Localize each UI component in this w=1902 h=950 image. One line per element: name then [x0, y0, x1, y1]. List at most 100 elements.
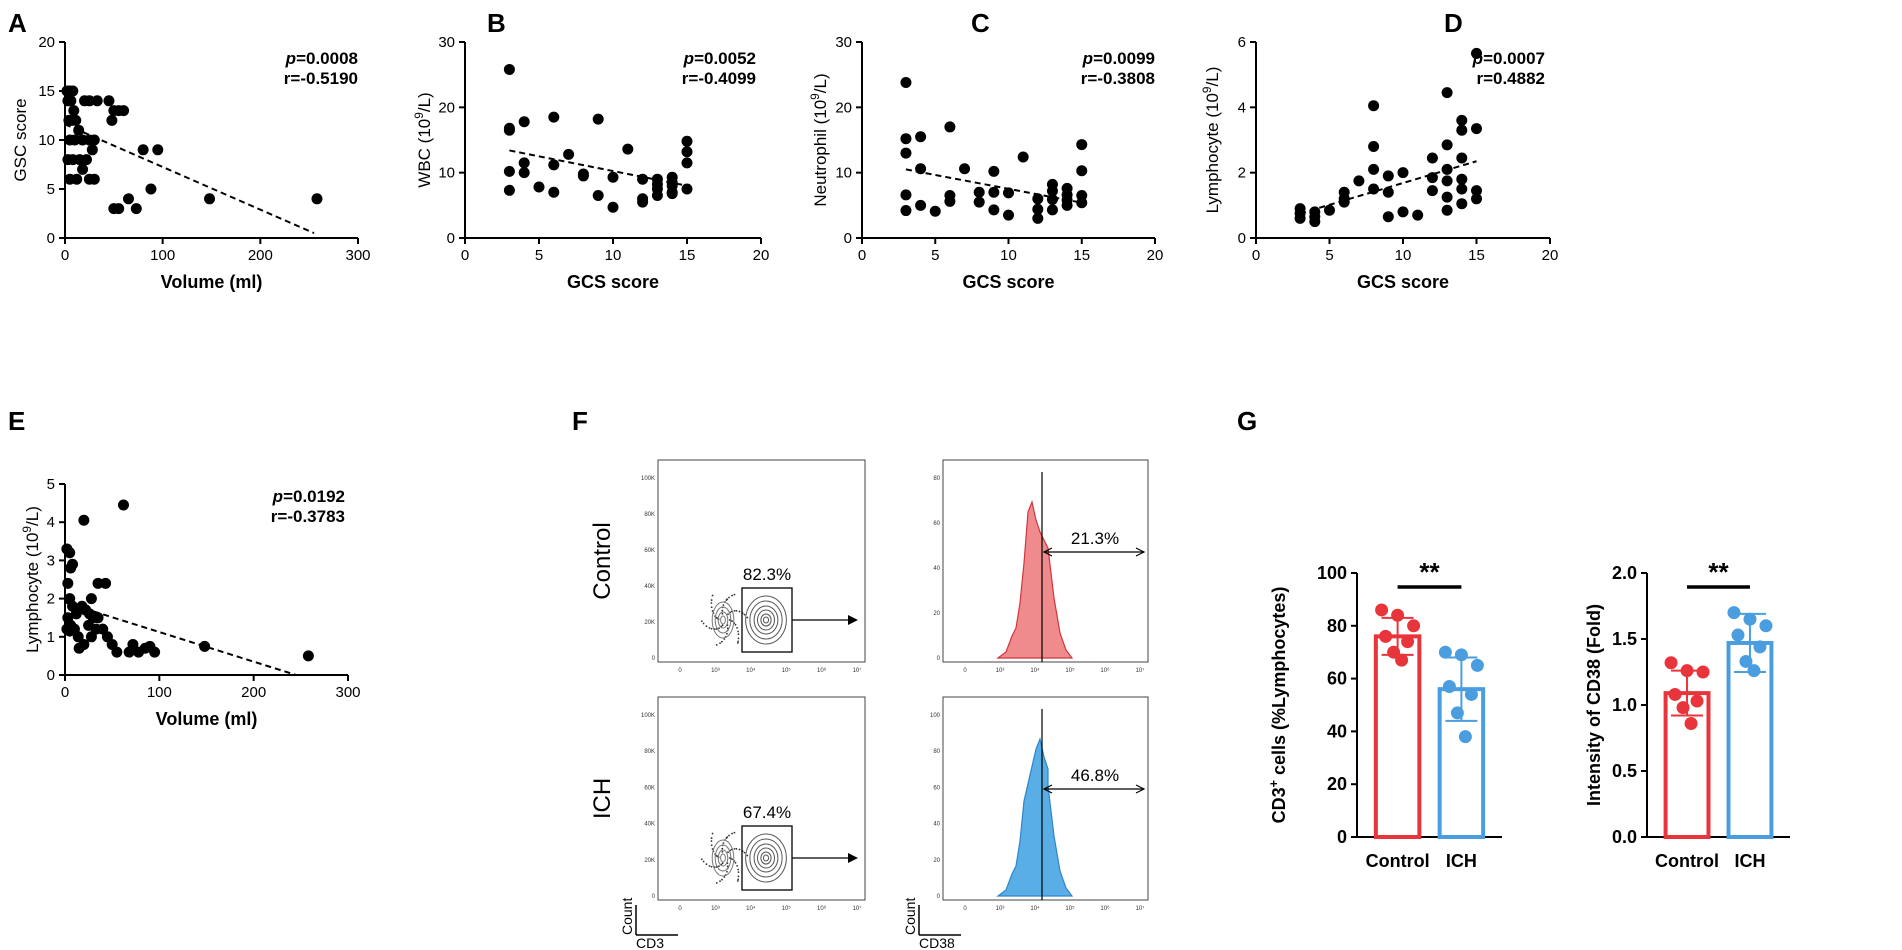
- data-point: [67, 558, 79, 570]
- data-point: [130, 203, 142, 215]
- event-dot: [733, 847, 736, 850]
- contour-y-tick: 100K: [641, 476, 655, 482]
- contour-ring: [757, 847, 775, 869]
- data-point: [1294, 212, 1306, 224]
- data-point: [62, 577, 74, 589]
- data-point: [1368, 163, 1380, 175]
- x-tick-label: 0: [61, 684, 69, 701]
- data-point: [78, 638, 90, 650]
- event-dot: [728, 834, 730, 837]
- x-tick-label: 15: [1073, 247, 1090, 264]
- contour-y-tick: 40K: [644, 584, 655, 590]
- event-dot: [726, 598, 729, 601]
- scatter-d: 0 5 10 15 20 0 2 4 6 GCS score Lymphocyte (109/L) p…: [1200, 34, 1558, 292]
- data-point: [518, 157, 530, 169]
- hist-y-tick: 60: [933, 785, 940, 791]
- panel-label-g: G: [1237, 406, 1257, 436]
- contour-x-tick: 10⁵: [782, 905, 792, 912]
- y-tick-label: 20: [1327, 774, 1347, 794]
- event-dot: [719, 880, 721, 883]
- data-point: [577, 168, 589, 180]
- data-point: [681, 135, 693, 147]
- arrow-head: [848, 853, 858, 863]
- data-point: [199, 640, 211, 652]
- data-point: [1747, 664, 1761, 678]
- data-point: [503, 165, 515, 177]
- data-point: [64, 625, 76, 637]
- data-point: [1690, 694, 1704, 708]
- contour-x-tick: 10⁶: [817, 905, 827, 912]
- data-point: [1450, 706, 1464, 720]
- data-point: [1379, 629, 1393, 643]
- x-tick-label: 100: [150, 247, 175, 264]
- event-dot: [721, 847, 724, 850]
- event-dot: [737, 868, 740, 871]
- y-tick-label: 20: [38, 34, 55, 51]
- flow-row-control: Control 100K 80K 60K 40K 20K 0 0 10³ 10⁴ 10⁵ 10⁶ 10⁷…: [589, 459, 1149, 674]
- data-point: [592, 113, 604, 125]
- data-point: [1412, 209, 1424, 221]
- contour-x-tick: 10⁴: [746, 667, 756, 674]
- data-point: [1441, 87, 1453, 99]
- flow-row-ich: ICH 100K 80K 60K 40K 20K 0 0 10³ 10⁴ 10⁵ 10⁶ 10⁷ 67.4…: [589, 696, 1149, 912]
- panel-label-d: D: [1444, 8, 1463, 38]
- data-point: [666, 188, 678, 200]
- hist-y-tick: 40: [933, 566, 940, 572]
- data-point: [69, 134, 81, 146]
- event-dot: [700, 858, 703, 861]
- data-point: [900, 205, 912, 217]
- gate-percent: 21.3%: [1071, 529, 1119, 548]
- x-tick-label: 300: [345, 247, 370, 264]
- y-tick-label: 1.0: [1612, 695, 1637, 715]
- contour-y-tick: 20K: [644, 620, 655, 626]
- y-tick-label: 60: [1327, 669, 1347, 689]
- y-tick-label: 3: [47, 552, 55, 569]
- contour-ring: [760, 851, 772, 865]
- data-point: [607, 171, 619, 183]
- data-point: [1753, 640, 1767, 654]
- hist-x-tick: 10⁷: [1136, 667, 1145, 674]
- data-point: [65, 95, 77, 107]
- flow-condition-label: ICH: [589, 778, 616, 819]
- event-dot: [734, 861, 737, 864]
- bar-charts: 0 20 40 60 80 100 CD3+ cells (%Lymphocytes) Con…: [1267, 557, 1790, 871]
- event-dot: [746, 854, 749, 857]
- p-value: p=0.0007: [1472, 49, 1545, 68]
- y-tick-label: 80: [1327, 616, 1347, 636]
- data-point: [915, 131, 927, 143]
- data-point: [86, 144, 98, 156]
- data-point: [1739, 654, 1753, 668]
- data-point: [622, 143, 634, 155]
- data-point: [1426, 172, 1438, 184]
- arrow-head: [1135, 784, 1146, 794]
- hist-y-tick: 100: [930, 713, 941, 719]
- contour-x-tick: 0: [678, 906, 682, 912]
- r-value: r=-0.3783: [271, 507, 345, 526]
- data-point: [607, 201, 619, 213]
- x-tick-label: 5: [1325, 247, 1333, 264]
- data-point: [64, 547, 76, 559]
- data-point: [1454, 648, 1468, 662]
- contour-y-tick: 80K: [644, 512, 655, 518]
- data-point: [1464, 687, 1478, 701]
- data-point: [563, 148, 575, 160]
- event-dot: [722, 842, 725, 845]
- data-point: [85, 593, 97, 605]
- contour-ring: [745, 833, 787, 883]
- data-point: [88, 173, 100, 185]
- x-axis-label: Volume (ml): [161, 272, 263, 292]
- data-point: [666, 171, 678, 183]
- data-point: [1456, 124, 1468, 136]
- data-point: [1442, 680, 1456, 694]
- data-point: [1727, 606, 1741, 620]
- hist-y-tick: 80: [933, 749, 940, 755]
- data-point: [1426, 152, 1438, 164]
- data-point: [78, 514, 90, 526]
- event-dot: [727, 613, 729, 615]
- marker-axis-label: CD38: [919, 935, 955, 950]
- event-dot: [736, 626, 738, 629]
- event-dot: [715, 882, 718, 884]
- p-value: p=0.0192: [272, 487, 345, 506]
- y-tick-label: 5: [47, 181, 55, 198]
